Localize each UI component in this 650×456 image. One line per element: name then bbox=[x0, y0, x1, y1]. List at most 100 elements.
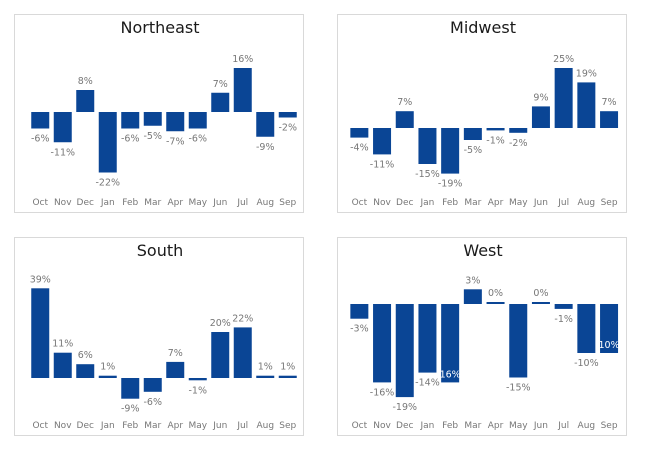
bar-mar bbox=[463, 128, 482, 140]
data-label: -6% bbox=[121, 134, 140, 145]
x-tick-label: Mar bbox=[144, 421, 161, 431]
x-tick-label: Feb bbox=[122, 421, 138, 431]
x-tick-label: May bbox=[188, 421, 207, 431]
data-label: 11% bbox=[52, 339, 73, 350]
x-tick-label: Apr bbox=[167, 421, 183, 431]
bar-jan bbox=[98, 112, 117, 173]
chart-south: South 39% Oct 11% Nov 6% Dec 1% Jan -9% Feb -6% Mar 7… bbox=[14, 237, 304, 436]
bar-oct bbox=[350, 128, 369, 138]
bar-mar bbox=[463, 289, 482, 304]
x-tick-label: Oct bbox=[352, 421, 368, 431]
bar-oct bbox=[350, 304, 369, 319]
bar-may bbox=[509, 128, 528, 133]
bar-apr bbox=[166, 361, 185, 378]
bar-jan bbox=[418, 304, 437, 373]
data-label: 7% bbox=[213, 79, 228, 90]
chart-midwest: Midwest -4% Oct -11% Nov 7% Dec -15% Jan -19% Feb -… bbox=[337, 14, 627, 213]
data-label: -6% bbox=[144, 397, 163, 408]
bar-sep bbox=[600, 111, 619, 128]
data-label: 16% bbox=[440, 369, 461, 380]
x-tick-label: Jan bbox=[420, 198, 435, 208]
bar-aug bbox=[577, 304, 596, 353]
chart-midwest-svg: Midwest -4% Oct -11% Nov 7% Dec -15% Jan-19% Feb -… bbox=[350, 18, 619, 208]
x-tick-label: May bbox=[188, 198, 207, 208]
data-label: 0% bbox=[533, 288, 548, 299]
bar-jul bbox=[233, 327, 252, 378]
bar-jun bbox=[531, 302, 550, 304]
x-tick-label: Nov bbox=[54, 198, 72, 208]
data-label: -16% bbox=[370, 387, 395, 398]
bar-dec bbox=[395, 111, 414, 128]
bar-sep bbox=[278, 375, 297, 378]
x-tick-label: Mar bbox=[464, 421, 481, 431]
x-tick-label: Feb bbox=[122, 198, 138, 208]
x-tick-label: Jan bbox=[100, 421, 115, 431]
bar-feb bbox=[441, 128, 460, 174]
chart-title: South bbox=[137, 241, 184, 260]
chart-title: West bbox=[463, 241, 502, 260]
chart-northeast: Northeast -6% Oct -11% Nov 8% Dec -22% Jan -6% Feb… bbox=[14, 14, 304, 213]
x-tick-label: Sep bbox=[601, 198, 618, 208]
x-tick-label: Dec bbox=[77, 421, 94, 431]
x-tick-label: Nov bbox=[54, 421, 72, 431]
bar-dec bbox=[76, 90, 95, 112]
x-tick-label: Feb bbox=[442, 198, 458, 208]
data-label: -2% bbox=[279, 123, 298, 134]
bar-may bbox=[188, 112, 207, 129]
data-label: -2% bbox=[509, 138, 528, 149]
x-tick-label: Jun bbox=[533, 198, 548, 208]
x-tick-label: Oct bbox=[32, 198, 48, 208]
data-label: -1% bbox=[189, 385, 208, 396]
x-tick-label: Apr bbox=[488, 198, 504, 208]
x-tick-label: Jul bbox=[557, 198, 569, 208]
bar-aug bbox=[577, 82, 596, 128]
chart-title: Northeast bbox=[120, 18, 199, 37]
x-tick-label: Jun bbox=[533, 421, 548, 431]
data-label: 8% bbox=[78, 76, 93, 87]
data-label: 39% bbox=[30, 274, 51, 285]
data-label: -7% bbox=[166, 136, 185, 147]
data-label: 1% bbox=[280, 362, 295, 373]
x-tick-label: Dec bbox=[77, 198, 94, 208]
data-label: -1% bbox=[554, 314, 573, 325]
x-tick-label: May bbox=[509, 198, 528, 208]
bar-may bbox=[509, 304, 528, 378]
x-tick-label: Mar bbox=[464, 198, 481, 208]
data-label: -5% bbox=[464, 145, 483, 156]
data-label: 19% bbox=[576, 68, 597, 79]
data-label: -19% bbox=[392, 402, 417, 413]
x-tick-label: Apr bbox=[167, 198, 183, 208]
data-label: -5% bbox=[144, 131, 163, 142]
bar-jun bbox=[211, 92, 230, 112]
bar-jul bbox=[554, 68, 573, 128]
bar-nov bbox=[373, 304, 392, 383]
chart-northeast-svg: Northeast -6% Oct -11% Nov 8% Dec-22% Jan -6% Feb… bbox=[31, 18, 298, 208]
data-label: 25% bbox=[553, 54, 574, 65]
x-tick-label: Sep bbox=[601, 421, 618, 431]
bar-nov bbox=[373, 128, 392, 155]
data-label: 16% bbox=[232, 54, 253, 65]
chart-south-svg: South 39% Oct 11% Nov 6% Dec 1% Jan -9% Feb -6% Mar 7… bbox=[30, 241, 297, 431]
bar-may bbox=[188, 378, 207, 381]
data-label: 22% bbox=[232, 313, 253, 324]
bar-jul bbox=[554, 304, 573, 309]
bar-feb bbox=[121, 378, 140, 399]
x-tick-label: Sep bbox=[279, 198, 296, 208]
x-tick-label: Jul bbox=[557, 421, 569, 431]
x-tick-label: Nov bbox=[373, 198, 391, 208]
data-label: -19% bbox=[438, 179, 463, 190]
data-label: -4% bbox=[350, 143, 369, 154]
x-tick-label: Jan bbox=[420, 421, 435, 431]
data-label: 6% bbox=[78, 350, 93, 361]
bar-oct bbox=[31, 112, 50, 129]
x-tick-label: Nov bbox=[373, 421, 391, 431]
bar-jul bbox=[233, 68, 252, 112]
data-label: 3% bbox=[465, 275, 480, 286]
bar-nov bbox=[53, 112, 72, 143]
bar-jan bbox=[418, 128, 437, 164]
x-tick-label: Jan bbox=[100, 198, 115, 208]
bar-feb bbox=[121, 112, 140, 129]
data-label: -9% bbox=[121, 404, 140, 415]
x-tick-label: Oct bbox=[32, 421, 48, 431]
bar-feb bbox=[441, 304, 460, 383]
